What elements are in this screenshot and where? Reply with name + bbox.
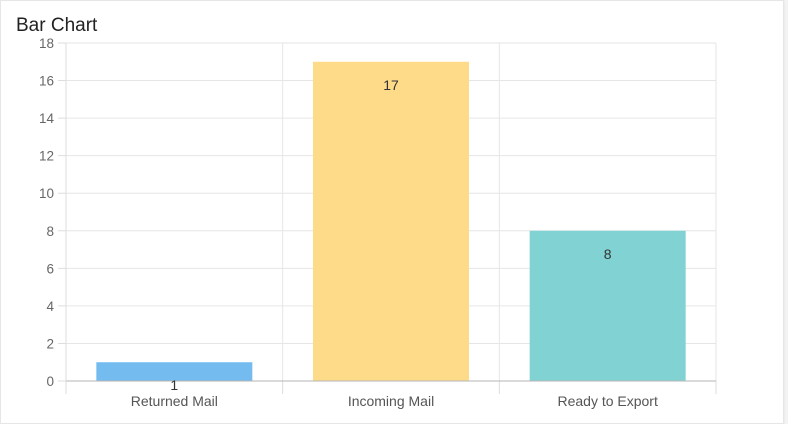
y-tick-label: 6 (46, 261, 54, 276)
chart-title: Bar Chart (16, 15, 98, 36)
y-tick-label: 16 (39, 74, 54, 89)
x-tick-label: Returned Mail (131, 393, 218, 409)
x-tick-label: Incoming Mail (348, 393, 434, 409)
x-tick-label: Ready to Export (557, 393, 657, 409)
bar-incoming-mail[interactable] (313, 61, 469, 382)
y-tick-label: 10 (39, 186, 54, 201)
bar-returned-mail[interactable] (96, 362, 253, 381)
data-label: 1 (170, 377, 178, 393)
y-tick-label: 4 (46, 299, 54, 314)
y-tick-label: 12 (39, 149, 54, 164)
data-label: 17 (383, 77, 399, 93)
data-label: 8 (604, 246, 612, 262)
y-tick-label: 18 (39, 36, 54, 51)
y-tick-label: 8 (46, 224, 54, 239)
bars (96, 61, 686, 382)
y-tick-label: 14 (39, 111, 55, 126)
axes (58, 42, 717, 394)
y-tick-label: 2 (46, 336, 54, 351)
y-tick-label: 0 (46, 374, 54, 389)
bar-ready-to-export[interactable] (529, 230, 686, 381)
